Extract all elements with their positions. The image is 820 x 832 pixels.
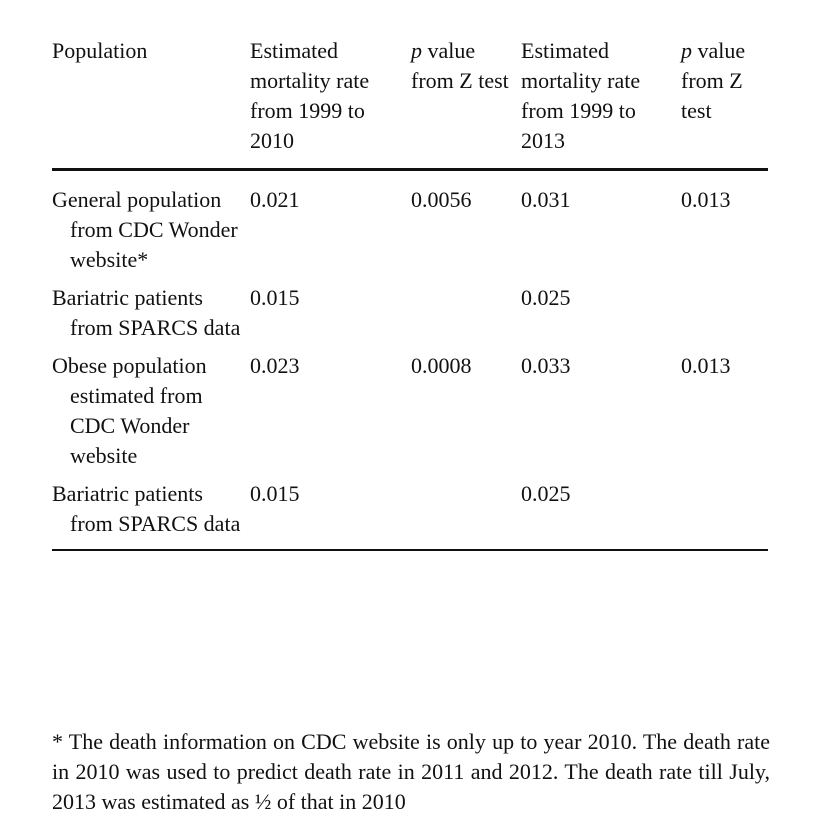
table-row: Obese population estimated from CDC Wond… <box>52 351 768 479</box>
p-value-2-cell: 0.013 <box>681 353 731 378</box>
rate-2013-cell: 0.025 <box>521 481 571 506</box>
rate-2013-cell: 0.031 <box>521 187 571 212</box>
p-value-2-cell: 0.013 <box>681 187 731 212</box>
p-value-2-cell <box>681 283 768 351</box>
rate-2013-cell: 0.033 <box>521 353 571 378</box>
p-value-1-cell: 0.0008 <box>411 353 472 378</box>
rate-2010-cell: 0.015 <box>250 285 300 310</box>
p-value-1-cell: 0.0056 <box>411 187 472 212</box>
p-symbol: p <box>681 38 692 63</box>
table-body: General population from CDC Wonder websi… <box>52 170 768 550</box>
table-row: Bariatric patients from SPARCS data 0.01… <box>52 283 768 351</box>
mortality-table: Population Estimated mortality rate from… <box>52 36 768 551</box>
header-p-value-2: p value from Z test <box>681 38 746 123</box>
table-header: Population Estimated mortality rate from… <box>52 36 768 170</box>
rate-2010-cell: 0.023 <box>250 353 300 378</box>
table-footnote: * The death information on CDC website i… <box>52 729 770 814</box>
rate-2010-cell: 0.015 <box>250 481 300 506</box>
p-symbol: p <box>411 38 422 63</box>
table-row: Bariatric patients from SPARCS data 0.01… <box>52 479 768 550</box>
mortality-table-container: Population Estimated mortality rate from… <box>52 36 768 551</box>
rate-2010-cell: 0.021 <box>250 187 300 212</box>
population-cell: Bariatric patients from SPARCS data <box>52 285 241 340</box>
population-cell: Bariatric patients from SPARCS data <box>52 481 241 536</box>
rate-2013-cell: 0.025 <box>521 285 571 310</box>
header-population: Population <box>52 38 148 63</box>
header-rate-1999-2010: Estimated mortality rate from 1999 to 20… <box>250 38 370 153</box>
header-row: Population Estimated mortality rate from… <box>52 36 768 170</box>
header-rate-1999-2013: Estimated mortality rate from 1999 to 20… <box>521 38 641 153</box>
table-row: General population from CDC Wonder websi… <box>52 170 768 284</box>
header-p-value-1: p value from Z test <box>411 38 509 93</box>
population-cell: General population from CDC Wonder websi… <box>52 187 238 272</box>
p-value-1-cell <box>411 283 521 351</box>
population-cell: Obese population estimated from CDC Wond… <box>52 353 207 468</box>
p-value-2-cell <box>681 479 768 550</box>
p-value-1-cell <box>411 479 521 550</box>
